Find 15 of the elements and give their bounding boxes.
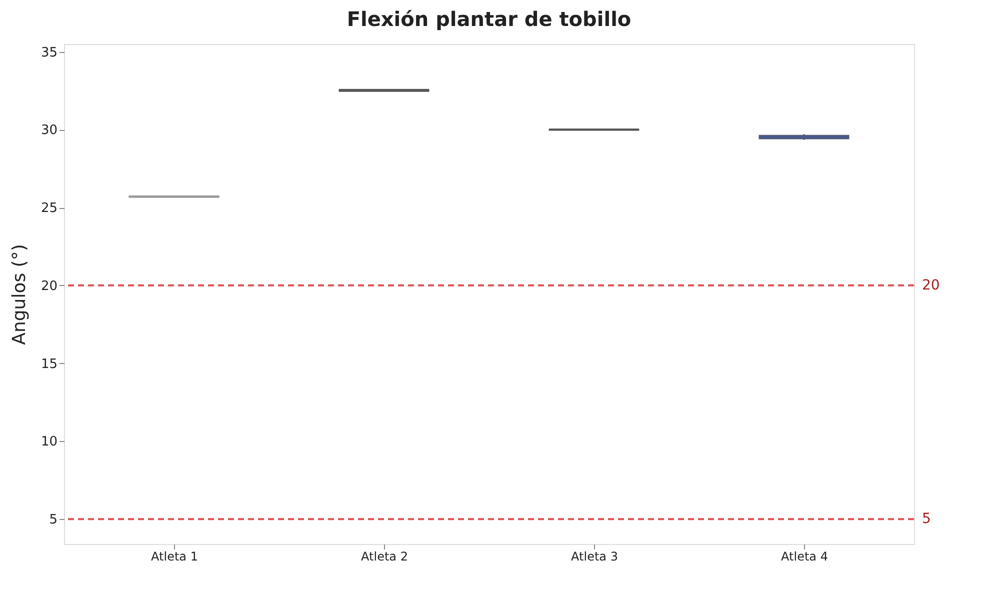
x-tick-label: Atleta 1 [151,550,198,564]
ref-line-label: 20 [922,277,940,294]
chart-title: Flexión plantar de tobillo [346,7,632,31]
x-tick-label: Atleta 3 [571,550,618,564]
y-tick-label: 10 [40,434,58,450]
y-tick-label: 35 [40,45,58,60]
y-axis-title: Angulos (°) [8,244,30,345]
ref-line-label: 5 [922,511,931,528]
y-tick-label: 15 [40,356,58,372]
y-tick-label: 30 [40,123,58,138]
y-tick-label: 25 [40,201,58,216]
y-tick-label: 20 [40,278,58,294]
x-tick-label: Atleta 4 [781,550,828,564]
y-tick-label: 5 [49,512,58,528]
x-tick-label: Atleta 2 [361,550,408,564]
